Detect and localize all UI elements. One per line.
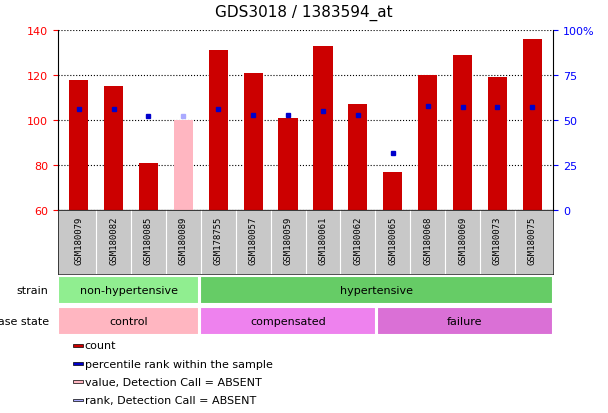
Bar [200, 276, 553, 304]
Bar [72, 363, 83, 365]
Text: non-hypertensive: non-hypertensive [80, 285, 178, 295]
Text: GSM180065: GSM180065 [389, 216, 397, 264]
Bar [278, 119, 298, 211]
Text: disease state: disease state [0, 316, 49, 326]
Bar [348, 105, 367, 211]
Text: GSM180059: GSM180059 [283, 216, 292, 264]
Text: GSM180075: GSM180075 [528, 216, 537, 264]
Bar [453, 56, 472, 211]
Bar [58, 276, 199, 304]
Text: percentile rank within the sample: percentile rank within the sample [85, 359, 272, 369]
Bar [104, 87, 123, 211]
Bar [174, 121, 193, 211]
Bar [139, 164, 158, 211]
Text: rank, Detection Call = ABSENT: rank, Detection Call = ABSENT [85, 395, 256, 405]
Bar [488, 78, 507, 211]
Text: count: count [85, 341, 116, 351]
Bar [313, 47, 333, 211]
Text: GSM178755: GSM178755 [214, 216, 223, 264]
Text: GSM180057: GSM180057 [249, 216, 258, 264]
Text: GSM180069: GSM180069 [458, 216, 467, 264]
Bar [244, 74, 263, 211]
Text: GSM180085: GSM180085 [144, 216, 153, 264]
Bar [72, 344, 83, 347]
Text: control: control [109, 316, 148, 326]
Bar [383, 173, 402, 211]
Text: GSM180073: GSM180073 [493, 216, 502, 264]
Text: GDS3018 / 1383594_at: GDS3018 / 1383594_at [215, 5, 393, 21]
Text: GSM180082: GSM180082 [109, 216, 118, 264]
Bar [72, 380, 83, 383]
Bar [523, 40, 542, 211]
Bar [69, 81, 88, 211]
Text: compensated: compensated [250, 316, 326, 326]
Bar [418, 76, 437, 211]
Text: GSM180062: GSM180062 [353, 216, 362, 264]
Bar [377, 307, 553, 335]
Bar [72, 399, 83, 401]
Text: GSM180061: GSM180061 [319, 216, 328, 264]
Text: GSM180089: GSM180089 [179, 216, 188, 264]
Bar [58, 307, 199, 335]
Text: GSM180079: GSM180079 [74, 216, 83, 264]
Text: strain: strain [17, 285, 49, 295]
Text: value, Detection Call = ABSENT: value, Detection Call = ABSENT [85, 377, 261, 387]
Bar [209, 51, 228, 211]
Text: GSM180068: GSM180068 [423, 216, 432, 264]
Text: failure: failure [447, 316, 483, 326]
Text: hypertensive: hypertensive [340, 285, 413, 295]
Bar [200, 307, 376, 335]
